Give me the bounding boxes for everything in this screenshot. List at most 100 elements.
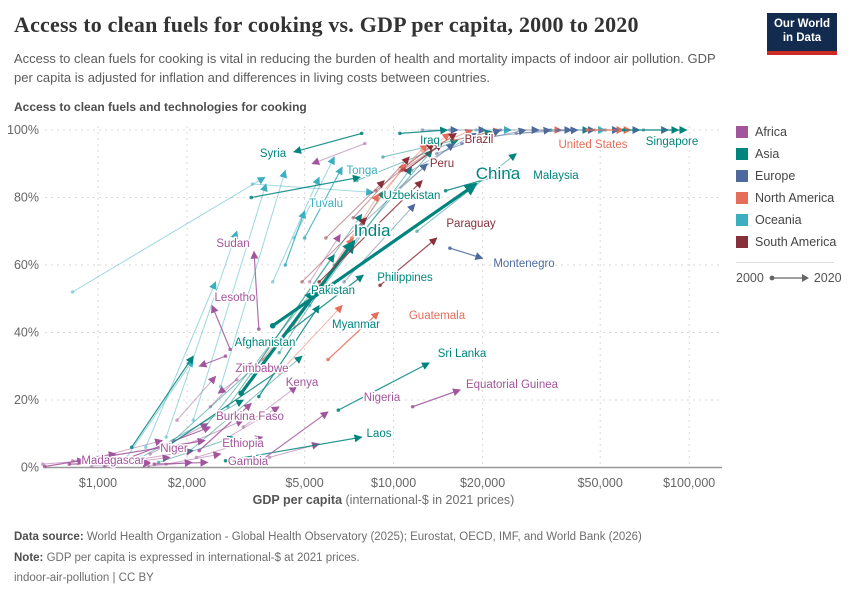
country-label[interactable]: Tonga xyxy=(345,164,380,179)
background-arrow[interactable] xyxy=(270,176,320,284)
background-arrow[interactable] xyxy=(300,217,368,284)
country-arrow[interactable] xyxy=(621,126,688,134)
svg-text:20%: 20% xyxy=(14,393,39,407)
background-arrow[interactable] xyxy=(70,176,266,294)
country-arrow[interactable] xyxy=(326,311,380,362)
country-arrow[interactable] xyxy=(283,210,306,267)
legend-swatch xyxy=(736,126,748,138)
license-link[interactable]: CC BY xyxy=(118,572,154,585)
country-arrow[interactable] xyxy=(102,457,138,467)
background-arrow[interactable] xyxy=(89,459,151,468)
background-arrow[interactable] xyxy=(250,182,375,196)
background-arrow[interactable] xyxy=(351,156,410,220)
country-arrow[interactable] xyxy=(336,362,430,412)
country-label[interactable]: Peru xyxy=(428,157,455,172)
country-arrow[interactable] xyxy=(250,250,261,331)
background-arrow[interactable] xyxy=(164,230,239,439)
country-label[interactable]: Myanmar xyxy=(331,318,382,333)
country-label[interactable]: Niger xyxy=(159,442,190,457)
country-label[interactable]: China xyxy=(474,163,522,185)
background-arrow[interactable] xyxy=(311,141,367,165)
country-arrow[interactable] xyxy=(448,246,484,260)
background-arrow[interactable] xyxy=(409,132,477,173)
country-label[interactable]: Singapore xyxy=(644,135,699,150)
country-label[interactable]: United States xyxy=(557,138,629,153)
country-label[interactable]: Gambia xyxy=(226,455,270,470)
country-labels: Madagascar Niger Gambia Ethiopia Burkina Fas… xyxy=(80,133,700,470)
country-label[interactable]: Laos xyxy=(365,427,393,442)
country-label[interactable]: India xyxy=(352,220,392,242)
slug-link[interactable]: indoor-air-pollution xyxy=(14,572,110,585)
owid-logo[interactable]: Our World in Data xyxy=(767,13,837,55)
background-arrow[interactable] xyxy=(143,281,217,450)
country-arrow[interactable] xyxy=(129,355,194,450)
background-arrow[interactable] xyxy=(217,377,239,394)
background-arrow[interactable] xyxy=(194,435,264,460)
country-arrow[interactable] xyxy=(257,304,320,399)
background-arrow[interactable] xyxy=(400,132,457,173)
country-label[interactable]: Syria xyxy=(258,147,288,162)
country-label[interactable]: Philippines xyxy=(376,271,435,286)
country-label[interactable]: Pakistan xyxy=(309,284,356,299)
country-label[interactable]: Paraguay xyxy=(445,217,497,232)
legend-item-europe[interactable]: Europe xyxy=(736,165,846,187)
country-arrow[interactable] xyxy=(302,166,343,240)
country-label[interactable]: Tuvalu xyxy=(307,197,344,212)
legend-item-africa[interactable]: Africa xyxy=(736,121,846,143)
chart-footer: Data source: World Health Organization -… xyxy=(14,527,838,589)
legend-item-north-america[interactable]: North America xyxy=(736,187,846,209)
country-label[interactable]: Uzbekistan xyxy=(382,189,442,204)
country-arrow[interactable] xyxy=(269,182,478,329)
x-axis-label: GDP per capita (international-$ in 2021 … xyxy=(45,493,722,507)
country-label[interactable]: Guatemala xyxy=(407,309,467,324)
country-arrow[interactable] xyxy=(378,237,438,288)
country-label[interactable]: Zimbabwe xyxy=(234,362,290,377)
country-arrow[interactable] xyxy=(398,126,449,136)
country-label[interactable]: Lesotho xyxy=(213,291,257,306)
country-arrow[interactable] xyxy=(404,143,443,173)
country-label[interactable]: Afghanistan xyxy=(233,336,297,351)
background-arrow[interactable] xyxy=(191,183,268,423)
background-arrow[interactable] xyxy=(373,142,435,193)
legend-item-oceania[interactable]: Oceania xyxy=(736,209,846,231)
country-label[interactable]: Malaysia xyxy=(532,169,581,184)
country-arrow[interactable] xyxy=(42,437,206,469)
country-label[interactable]: Iraq xyxy=(419,134,442,149)
note-line: Note: GDP per capita is expressed in int… xyxy=(14,548,838,569)
country-label[interactable]: Burkina Faso xyxy=(215,410,286,425)
country-arrow[interactable] xyxy=(164,365,286,450)
country-arrow[interactable] xyxy=(410,388,461,409)
country-arrow[interactable] xyxy=(293,131,364,154)
country-label[interactable]: Montenegro xyxy=(492,257,556,272)
country-arrow[interactable] xyxy=(253,411,329,467)
country-arrow[interactable] xyxy=(249,174,361,200)
background-arrow[interactable] xyxy=(241,386,298,429)
legend-item-south-america[interactable]: South America xyxy=(736,231,846,253)
country-arrow[interactable] xyxy=(198,354,228,368)
country-arrow[interactable] xyxy=(152,458,209,467)
background-arrow[interactable] xyxy=(175,375,217,423)
background-arrow[interactable] xyxy=(218,169,288,389)
country-arrow[interactable] xyxy=(119,425,212,463)
legend-item-asia[interactable]: Asia xyxy=(736,143,846,165)
country-arrow[interactable] xyxy=(317,180,423,284)
svg-text:$50,000: $50,000 xyxy=(578,476,623,490)
country-arrow[interactable] xyxy=(197,402,252,453)
country-arrow[interactable] xyxy=(211,304,232,352)
country-label[interactable]: Brazil xyxy=(463,133,495,148)
background-arrow[interactable] xyxy=(156,435,236,465)
background-arrow[interactable] xyxy=(448,126,487,134)
country-label[interactable]: Equatorial Guinea xyxy=(464,378,560,393)
country-label[interactable]: Kenya xyxy=(284,376,320,391)
country-label[interactable]: Nigeria xyxy=(362,391,402,406)
country-label[interactable]: Ethiopia xyxy=(221,437,266,452)
country-arrow[interactable] xyxy=(443,168,518,193)
country-label[interactable]: Madagascar xyxy=(80,454,146,469)
country-label[interactable]: Sri Lanka xyxy=(436,347,488,362)
background-arrow[interactable] xyxy=(307,233,341,284)
x-axis-label-main: GDP per capita xyxy=(252,493,343,507)
country-arrow[interactable] xyxy=(223,434,363,463)
country-label[interactable]: Sudan xyxy=(215,237,251,252)
background-arrow[interactable] xyxy=(498,126,540,134)
